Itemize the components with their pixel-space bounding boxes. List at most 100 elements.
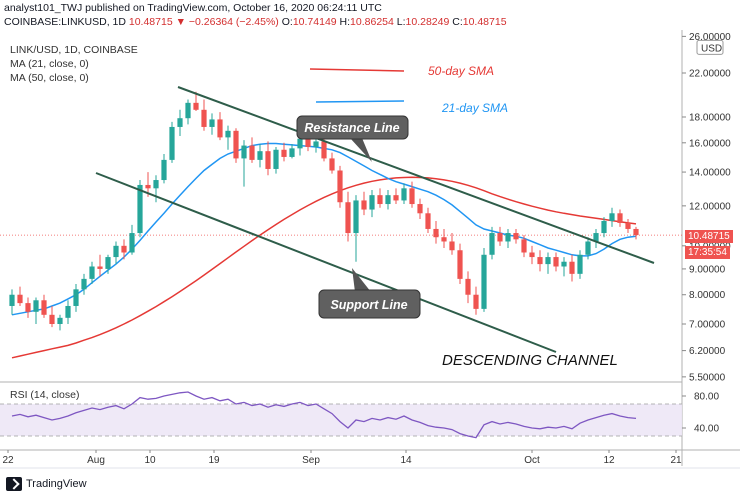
candle-body: [353, 200, 359, 234]
candle: [601, 217, 607, 238]
candle: [457, 243, 463, 285]
candle: [217, 112, 223, 141]
candle: [393, 188, 399, 205]
candles: [9, 91, 639, 331]
usd-unit-box: [696, 39, 724, 55]
candle-body: [225, 130, 231, 138]
usd-unit-label: USD: [701, 43, 722, 54]
candle: [561, 257, 567, 277]
last-price: 10.48715: [128, 16, 173, 28]
candle: [377, 188, 383, 208]
candle-body: [177, 118, 183, 127]
high-label: H:: [339, 16, 351, 28]
candle-body: [9, 294, 15, 306]
candle: [633, 226, 639, 240]
candle: [521, 235, 527, 258]
candle: [105, 254, 111, 274]
time-tick-label: Sep: [302, 455, 320, 466]
candle-body: [593, 233, 599, 242]
candle-body: [401, 188, 407, 201]
candle: [265, 141, 271, 176]
candle-body: [49, 314, 55, 324]
candle: [25, 297, 31, 318]
candle-body: [313, 141, 319, 147]
candle: [17, 286, 23, 306]
candle-body: [577, 254, 583, 274]
close-label: C:: [452, 16, 463, 28]
candle: [49, 305, 55, 328]
rsi-band: [0, 404, 682, 436]
publish-text: analyst101_TWJ published on TradingView.…: [4, 2, 382, 14]
candle-body: [537, 257, 543, 265]
candle-body: [193, 102, 199, 110]
candle-body: [585, 241, 591, 255]
time-axis: 22 Aug 10 19 Sep 14 Oct 12 21: [2, 450, 682, 466]
candle-body: [457, 250, 463, 279]
ohlc-bar: COINBASE:LINKUSD, 1D 10.48715 ▼ −0.26364…: [4, 16, 507, 28]
candle-body: [257, 151, 263, 160]
symbol-label: COINBASE:LINKUSD, 1D: [4, 16, 126, 28]
tradingview-logo[interactable]: TradingView: [6, 477, 87, 491]
candle-body: [553, 257, 559, 267]
candle-body: [57, 317, 63, 324]
price-tick-label: 12.00000: [689, 201, 731, 212]
candle: [569, 254, 575, 282]
time-tick-label: 10: [144, 455, 156, 466]
legend-ma21[interactable]: MA (21, close, 0): [10, 58, 89, 70]
support-channel-line: [95, 172, 557, 353]
candle-body: [393, 195, 399, 201]
candle: [625, 219, 631, 234]
candle-body: [217, 119, 223, 138]
open-value: 10.74149: [292, 16, 337, 28]
candle: [177, 109, 183, 137]
candle: [81, 273, 87, 295]
candle-body: [505, 233, 511, 242]
candle: [553, 252, 559, 272]
candle: [609, 207, 615, 227]
candle: [401, 183, 407, 205]
price-tick-label: 5.50000: [689, 372, 726, 383]
candle: [545, 252, 551, 274]
legend-ma50[interactable]: MA (50, close, 0): [10, 72, 89, 84]
candle-body: [529, 252, 535, 258]
candle-body: [73, 289, 79, 306]
candle: [417, 198, 423, 220]
price-tick-label: 6.20000: [689, 346, 726, 357]
candle: [537, 250, 543, 272]
candle: [497, 226, 503, 246]
candle: [209, 113, 215, 135]
candle-body: [441, 237, 447, 242]
channel-title: DESCENDING CHANNEL: [442, 352, 618, 369]
candle-body: [33, 300, 39, 312]
rsi-tick-label: 80.00: [694, 392, 719, 403]
price-tick-label: 16.00000: [689, 138, 731, 149]
candle-body: [129, 233, 135, 253]
candle: [441, 228, 447, 249]
high-value: 10.86254: [350, 16, 394, 28]
candle: [153, 175, 159, 203]
candle-body: [617, 213, 623, 223]
open-label: O:: [281, 16, 293, 28]
candle: [329, 152, 335, 174]
candle-body: [625, 222, 631, 229]
candle: [529, 245, 535, 265]
candle: [161, 154, 167, 184]
candle: [65, 300, 71, 324]
time-tick-label: 14: [400, 455, 412, 466]
last-price-tag: 10.48715: [685, 230, 733, 243]
candle-body: [449, 241, 455, 251]
resistance-callout-text: Resistance Line: [304, 121, 399, 135]
legend-rsi[interactable]: RSI (14, close): [10, 389, 80, 401]
low-value: 10.28249: [405, 16, 450, 28]
resistance-callout: Resistance Line: [296, 115, 409, 162]
candle-body: [489, 233, 495, 255]
candle-body: [473, 294, 479, 309]
candle-body: [425, 213, 431, 229]
support-callout-text: Support Line: [330, 298, 407, 312]
support-callout-box: [318, 289, 421, 319]
candle-body: [633, 228, 639, 236]
candle: [617, 209, 623, 227]
close-value: 10.48715: [462, 16, 507, 28]
time-tick-label: 19: [208, 455, 220, 466]
